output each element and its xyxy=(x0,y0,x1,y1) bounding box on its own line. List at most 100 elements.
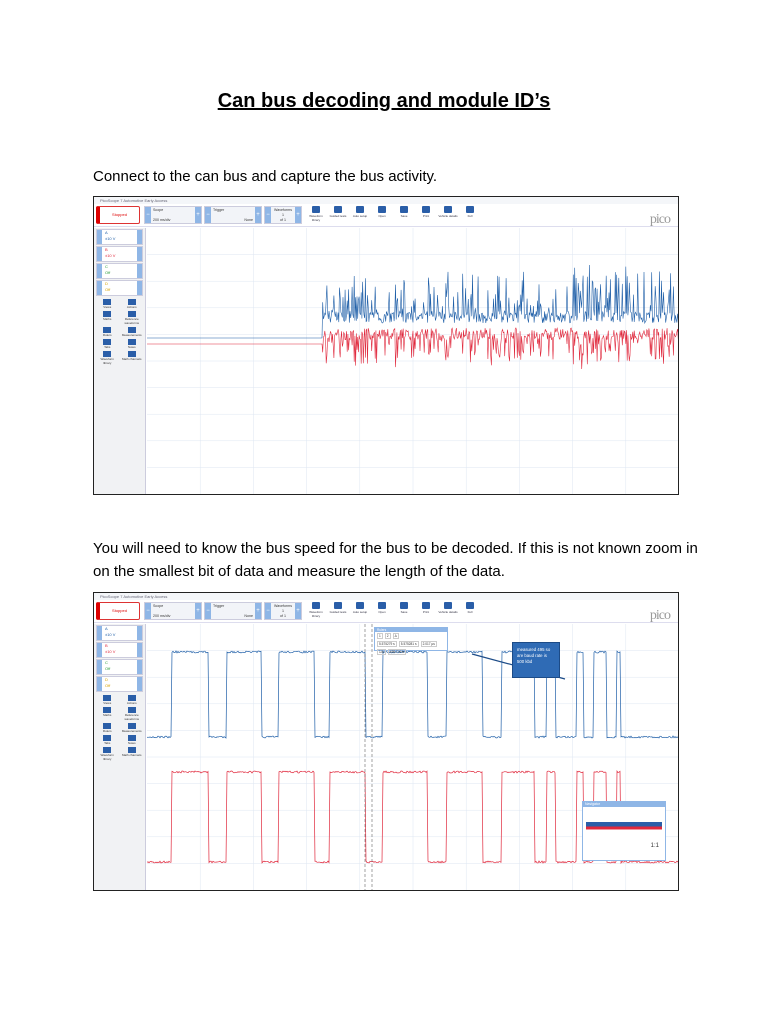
tool-measurements[interactable]: Measurements xyxy=(121,723,144,733)
waveform-control[interactable]: − Waveforms 1 of 1 + xyxy=(264,206,302,224)
toolbar-print-button[interactable]: Print xyxy=(416,206,436,218)
toolbar-label: Waveform library xyxy=(309,610,323,618)
toolbar-print-button[interactable]: Print xyxy=(416,602,436,614)
tool-maths[interactable]: Maths xyxy=(96,311,119,325)
toolbar-save-button[interactable]: Save xyxy=(394,206,414,218)
channel-d[interactable]: D Off xyxy=(96,676,143,692)
rulers-window[interactable]: Rulers 1 2 Δ 5.575279 s 5.575281 s 2.017 µs 1/Δ… xyxy=(374,627,448,655)
tool-label: Math channels xyxy=(121,753,142,757)
toolbar-label: Open xyxy=(378,610,386,614)
tool-icon xyxy=(103,723,112,729)
tool-math-channels[interactable]: Math channels xyxy=(121,747,144,761)
instruction-2: You will need to know the bus speed for … xyxy=(93,540,698,580)
tool-waveform-library[interactable]: Waveform library xyxy=(96,747,119,761)
trigger-control[interactable]: − Trigger None + xyxy=(204,206,262,224)
toolbar-label: Save xyxy=(400,610,408,614)
toolbar-save-button[interactable]: Save xyxy=(394,602,414,614)
channel-b[interactable]: B ±10 V xyxy=(96,642,143,658)
toolbar-guided-tests-button[interactable]: Guided tests xyxy=(328,602,348,614)
callout-note: measured 495 so are baud rate is 500 kbd xyxy=(512,642,560,678)
toolbar-full-button[interactable]: Full xyxy=(460,206,480,218)
timebase-control[interactable]: − Scope 200 ms/div + xyxy=(144,206,202,224)
run-stop-button[interactable]: Stopped xyxy=(96,206,140,224)
channel-d[interactable]: D Off xyxy=(96,280,143,296)
channel-c[interactable]: C Off xyxy=(96,659,143,675)
channel-range: Off xyxy=(105,287,111,292)
navigator-preview[interactable] xyxy=(586,810,662,840)
channel-a[interactable]: A ±10 V xyxy=(96,229,143,245)
tool-measurements[interactable]: Measurements xyxy=(121,327,144,337)
tool-tabs[interactable]: Tabs xyxy=(96,735,119,745)
tool-icon xyxy=(127,351,136,357)
channel-name: B xyxy=(105,643,108,648)
tool-actions[interactable]: Actions xyxy=(121,299,144,309)
tool-rulers[interactable]: Rulers xyxy=(96,723,119,733)
timebase-value: 200 ms/div xyxy=(153,614,171,618)
toolbar-auto-setup-button[interactable]: Auto setup xyxy=(350,206,370,218)
tool-label: Tabs xyxy=(104,345,111,349)
toolbar-waveform-library-button[interactable]: Waveform library xyxy=(306,206,326,222)
tool-notes[interactable]: Notes xyxy=(121,735,144,745)
channel-c[interactable]: C Off xyxy=(96,263,143,279)
toolbar: Stopped − Scope 200 ms/div + − Trigger None + … xyxy=(94,204,678,227)
channel-name: C xyxy=(105,264,108,269)
tool-actions[interactable]: Actions xyxy=(121,695,144,705)
tool-views[interactable]: Views xyxy=(96,695,119,705)
toolbar-open-button[interactable]: Open xyxy=(372,602,392,614)
trigger-control[interactable]: − Trigger None + xyxy=(204,602,262,620)
toolbar-label: Full xyxy=(467,214,473,218)
waveform-plot[interactable] xyxy=(147,228,679,494)
tool-icon xyxy=(127,311,136,317)
tool-notes[interactable]: Notes xyxy=(121,339,144,349)
tool-maths[interactable]: Maths xyxy=(96,707,119,721)
toolbar-label: Vehicle details xyxy=(438,610,458,614)
toolbar-auto-setup-button[interactable]: Auto setup xyxy=(350,602,370,614)
toolbar-open-button[interactable]: Open xyxy=(372,206,392,218)
tool-reference-waveforms[interactable]: Reference waveforms xyxy=(121,707,144,721)
tool-label: Notes xyxy=(127,741,136,745)
timebase-control[interactable]: − Scope 200 ms/div + xyxy=(144,602,202,620)
toolbar-label: Auto setup xyxy=(352,610,368,614)
waveform-control[interactable]: − Waveforms 1 of 1 + xyxy=(264,602,302,620)
toolbar-vehicle-details-button[interactable]: Vehicle details xyxy=(438,602,458,614)
waveform-plot[interactable] xyxy=(147,624,679,890)
trigger-label: Trigger xyxy=(213,208,225,212)
tool-icon xyxy=(127,339,136,345)
tool-waveform-library[interactable]: Waveform library xyxy=(96,351,119,365)
toolbar: Stopped − Scope 200 ms/div + − Trigger None + … xyxy=(94,600,678,623)
tool-reference-waveforms[interactable]: Reference waveforms xyxy=(121,311,144,325)
toolbar-label: Open xyxy=(378,214,386,218)
toolbar-guided-tests-button[interactable]: Guided tests xyxy=(328,206,348,218)
toolbar-icon xyxy=(400,602,408,609)
tool-icon xyxy=(103,747,112,753)
tool-label: Maths xyxy=(103,713,112,717)
waveform-total: of 1 xyxy=(280,218,286,222)
toolbar-icon xyxy=(356,206,364,213)
tool-views[interactable]: Views xyxy=(96,299,119,309)
toolbar-label: Save xyxy=(400,214,408,218)
ruler-col-1: 1 xyxy=(377,633,383,639)
tool-label: Rulers xyxy=(102,333,112,337)
tool-math-channels[interactable]: Math channels xyxy=(121,351,144,365)
channel-range: Off xyxy=(105,683,111,688)
tool-label: Actions xyxy=(126,305,137,309)
tool-rulers[interactable]: Rulers xyxy=(96,327,119,337)
run-stop-button[interactable]: Stopped xyxy=(96,602,140,620)
tool-icon xyxy=(103,707,112,713)
toolbar-waveform-library-button[interactable]: Waveform library xyxy=(306,602,326,618)
screenshot-zoomed-bits: PicoScope 7 Automotive Early Access Stop… xyxy=(93,592,679,891)
toolbar-label: Full xyxy=(467,610,473,614)
channel-a-trace xyxy=(147,650,678,739)
toolbar-label: Vehicle details xyxy=(438,214,458,218)
trigger-mode: None xyxy=(244,614,253,618)
tool-tabs[interactable]: Tabs xyxy=(96,339,119,349)
channel-range: Off xyxy=(105,666,111,671)
waveform-index: 1 xyxy=(282,609,284,613)
channel-b[interactable]: B ±10 V xyxy=(96,246,143,262)
toolbar-vehicle-details-button[interactable]: Vehicle details xyxy=(438,206,458,218)
toolbar-label: Auto setup xyxy=(352,214,368,218)
tool-icon xyxy=(127,735,136,741)
toolbar-full-button[interactable]: Full xyxy=(460,602,480,614)
navigator-window[interactable]: Navigator 1:1 xyxy=(582,801,666,861)
channel-a[interactable]: A ±10 V xyxy=(96,625,143,641)
